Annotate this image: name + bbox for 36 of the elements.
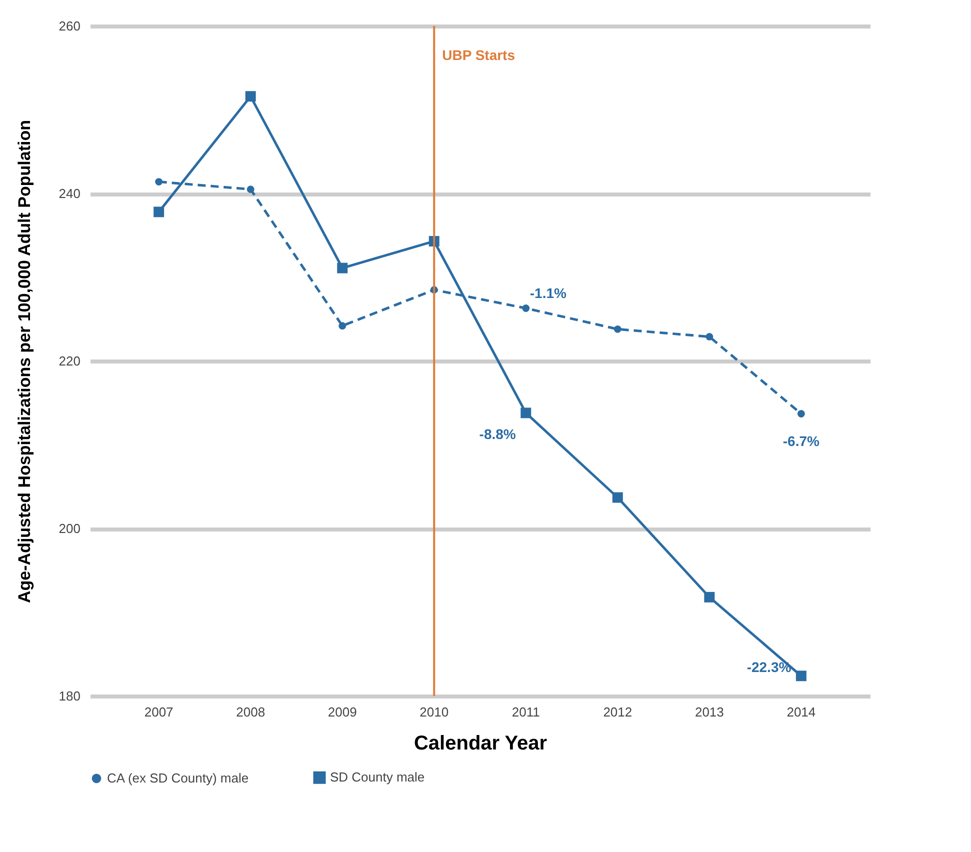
x-tick-label: 2011 [512, 704, 540, 720]
x-tick-label: 2014 [786, 704, 816, 720]
point [612, 492, 623, 503]
annotation: -22.3% [746, 658, 792, 675]
x-tick-label: 2012 [603, 704, 632, 720]
point [522, 304, 530, 312]
y-tick-label: 200 [58, 521, 80, 536]
point [706, 333, 714, 340]
point [245, 91, 256, 102]
y-tick-label: 260 [58, 18, 80, 34]
point [154, 206, 164, 218]
annotation: -6.7% [782, 432, 820, 449]
point [246, 186, 254, 194]
x-axis-title: Calendar Year [414, 732, 548, 754]
y-tick-label: 180 [58, 688, 80, 704]
point [704, 592, 715, 602]
point [155, 178, 163, 186]
ref-line-label: UBP Starts [442, 47, 516, 63]
point [337, 262, 348, 274]
y-tick-label: 240 [58, 186, 80, 201]
point [614, 325, 622, 333]
y-tick-label: 220 [58, 354, 80, 368]
legend-label: SD County male [330, 770, 425, 785]
y-axis-title: Age-Adjusted Hospitalizations per 100,000 Adult Population [14, 120, 34, 603]
point [796, 670, 806, 682]
x-tick-label: 2013 [694, 704, 724, 720]
point [338, 322, 346, 330]
x-tick-label: 2009 [328, 704, 357, 720]
x-tick-label: 2007 [144, 704, 174, 720]
point [520, 408, 532, 418]
annotation: -8.8% [479, 426, 516, 442]
legend-label: CA (ex SD County) male [107, 770, 249, 786]
x-tick-label: 2008 [236, 704, 266, 720]
point [797, 410, 805, 418]
annotation: -1.1% [530, 285, 568, 302]
x-tick-label: 2010 [420, 704, 449, 720]
